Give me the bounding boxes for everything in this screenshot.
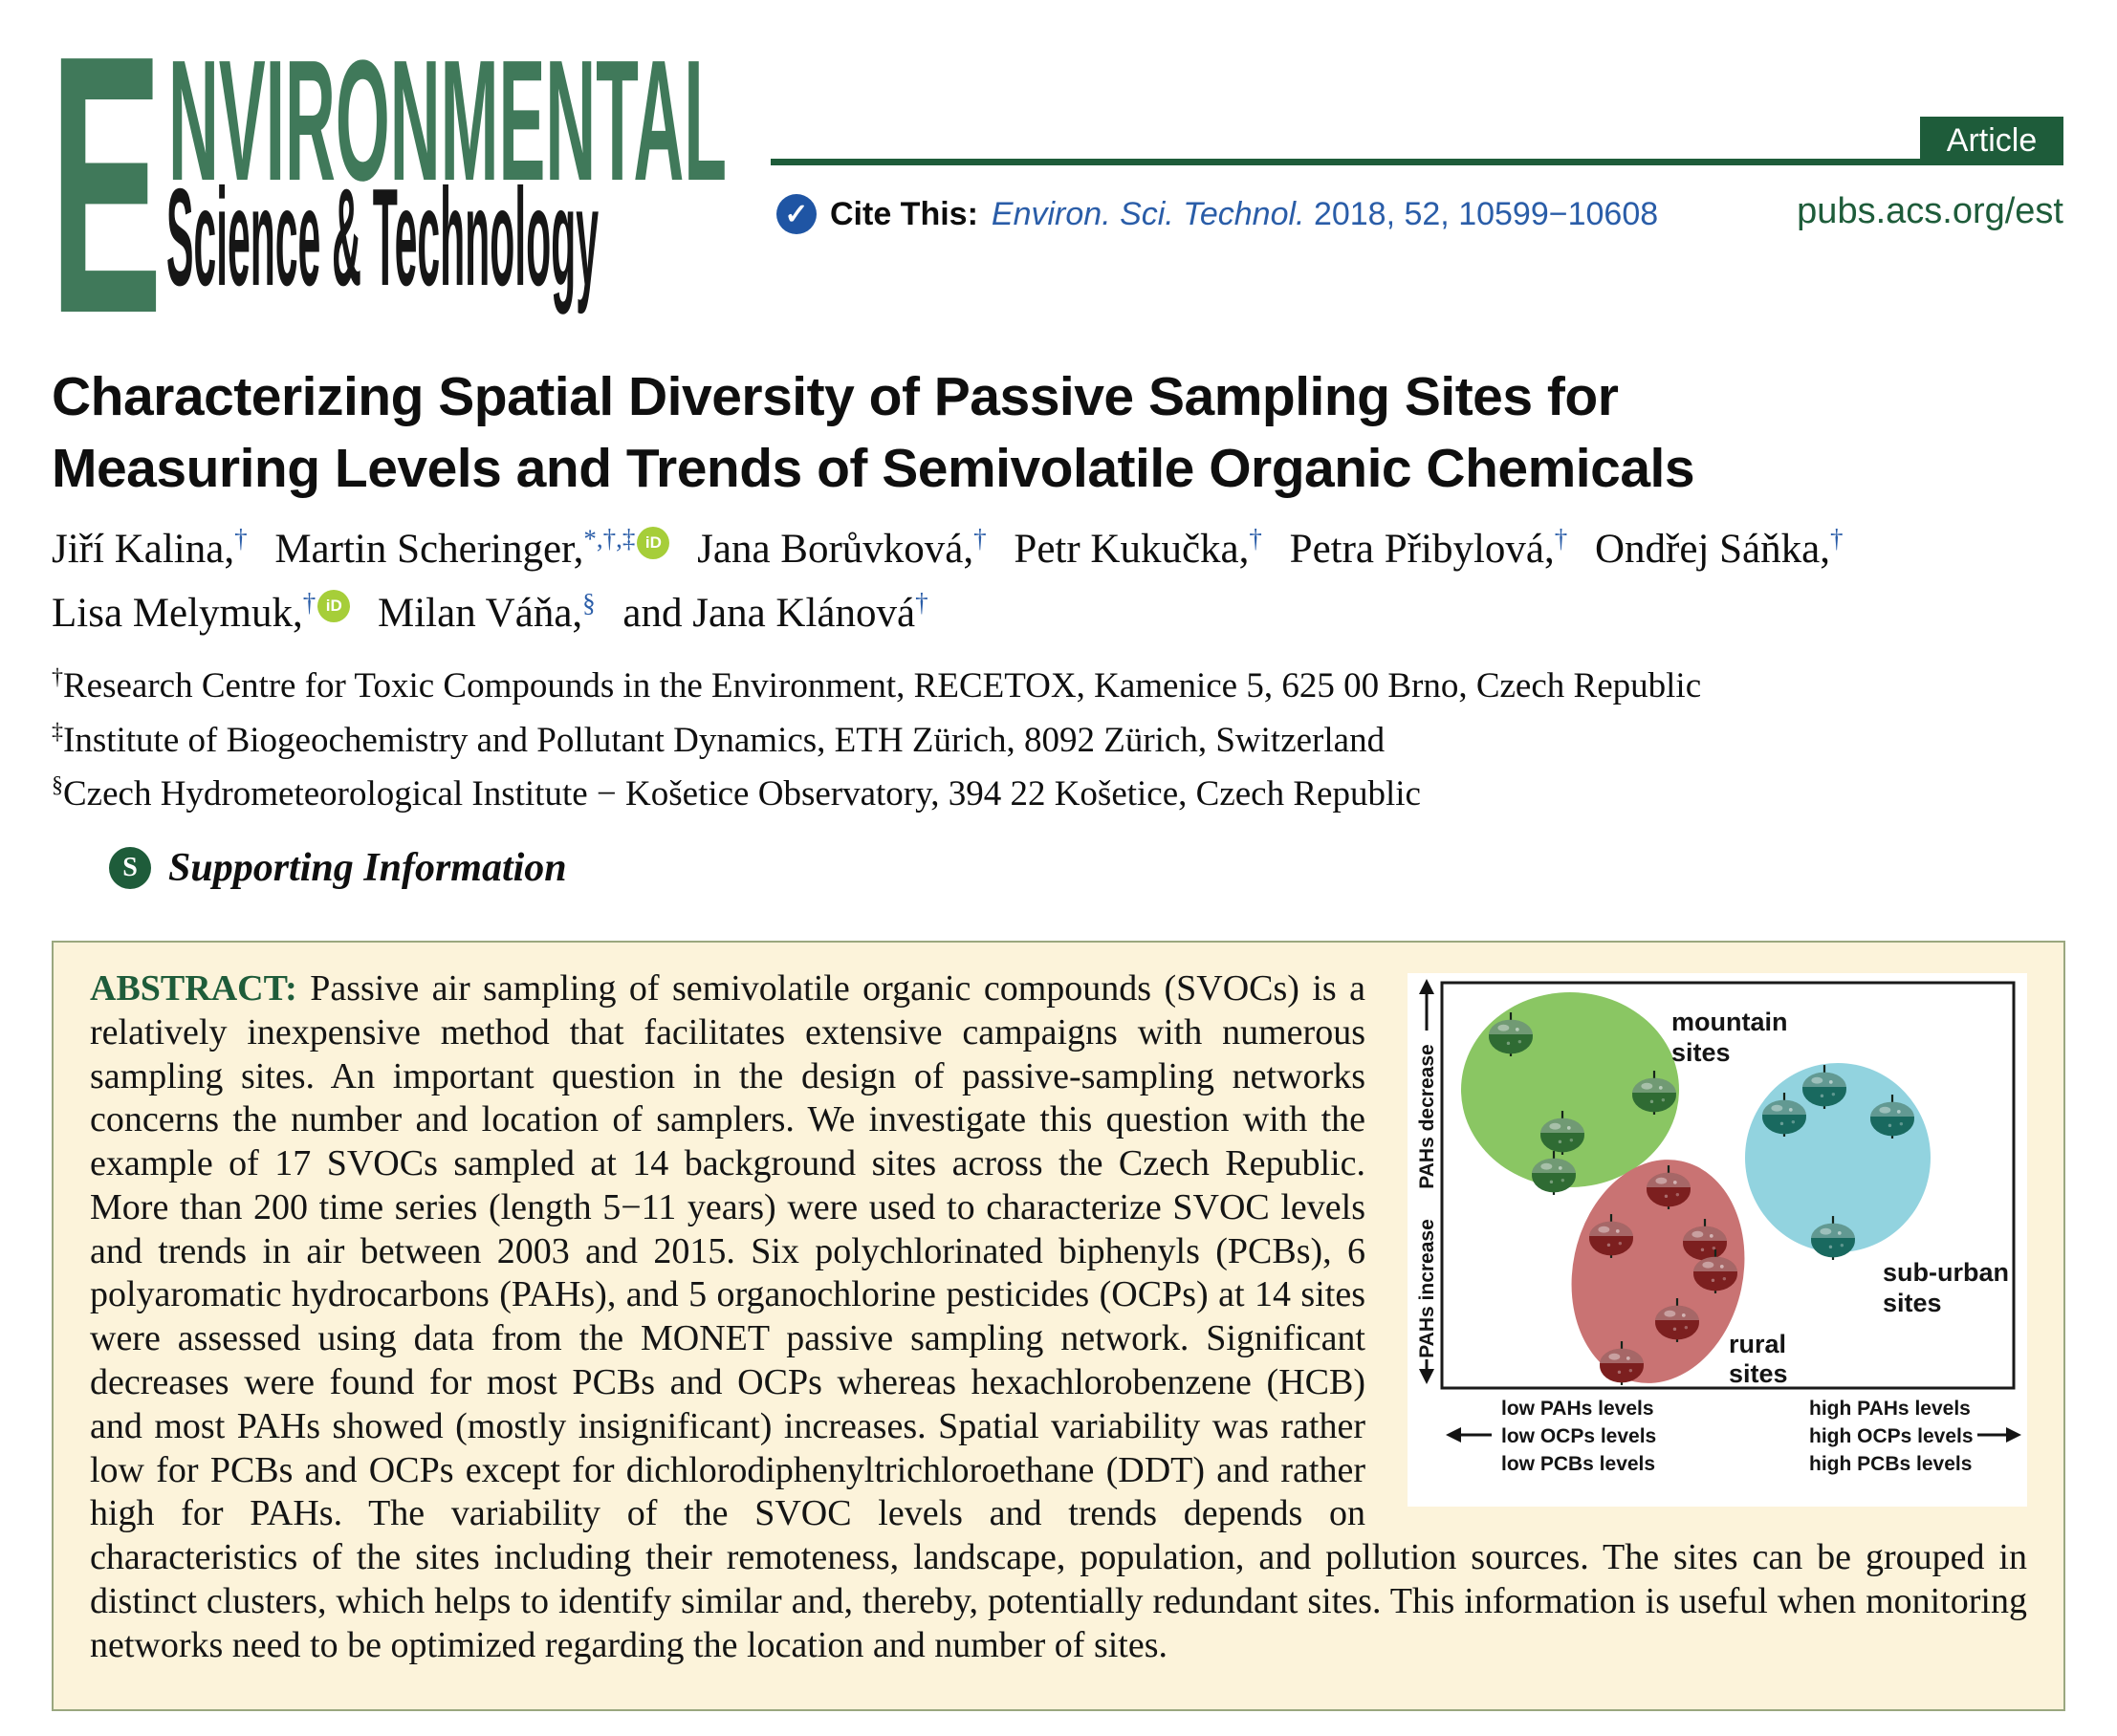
- arrow-right-icon: [2006, 1427, 2021, 1443]
- orcid-icon[interactable]: iD: [317, 590, 351, 623]
- legend-low-pahs: low PAHs levels: [1501, 1398, 1654, 1420]
- abstract-box: PAHs decrease PAHs increase: [52, 941, 2065, 1711]
- author: Petra Přibylová,†: [1289, 524, 1568, 572]
- affiliation-list: †Research Centre for Toxic Compounds in …: [52, 660, 2069, 822]
- legend-high-ocps: high OCPs levels: [1809, 1425, 1974, 1447]
- author: Petr Kukučka,†: [1014, 524, 1262, 572]
- logo-line1: NVIRONMENTAL: [168, 38, 727, 217]
- author: Jiří Kalina,†: [52, 524, 248, 572]
- y-axis-label-top: PAHs decrease: [1416, 1044, 1438, 1188]
- suburban-sites-label-1: sub-urban: [1883, 1258, 2009, 1287]
- orcid-icon[interactable]: iD: [637, 526, 670, 559]
- publisher-site-link[interactable]: pubs.acs.org/est: [1797, 191, 2063, 231]
- legend-low-ocps: low OCPs levels: [1501, 1425, 1656, 1447]
- masthead-rule: [771, 159, 2063, 165]
- title-line-2: Measuring Levels and Trends of Semivolat…: [52, 438, 1695, 500]
- graphical-abstract-figure: PAHs decrease PAHs increase: [1408, 973, 2027, 1507]
- logo-initial: E: [50, 38, 163, 319]
- journal-abbreviation: Environ. Sci. Technol.: [991, 195, 1305, 232]
- abstract-paragraph: ABSTRACT: Passive air sampling of semivo…: [90, 967, 2027, 1668]
- affiliation: †Research Centre for Toxic Compounds in …: [52, 664, 1702, 705]
- author: and Jana Klánová†: [622, 588, 928, 636]
- article-type-badge: Article: [1920, 117, 2063, 165]
- x-axis-legend: low PAHs levels low OCPs levels low PCBs…: [1446, 1398, 2021, 1475]
- supporting-information-link[interactable]: S Supporting Information: [109, 845, 567, 891]
- abstract-text: Passive air sampling of semivolatile org…: [90, 968, 2027, 1665]
- author: Milan Váňa,§: [378, 588, 596, 636]
- mountain-sites-label-1: mountain: [1671, 1008, 1788, 1036]
- suburban-sites-label-2: sites: [1883, 1289, 1942, 1317]
- page-title: Characterizing Spatial Diversity of Pass…: [52, 361, 2069, 505]
- rural-sites-label-1: rural: [1729, 1330, 1786, 1358]
- y-axis-label-bottom: PAHs increase: [1416, 1219, 1438, 1358]
- y-axis-annotation: PAHs decrease PAHs increase: [1416, 979, 1438, 1384]
- cluster-labels: mountain sites sub-urban sites rural sit…: [1671, 1008, 2009, 1388]
- rural-sites-label-2: sites: [1729, 1359, 1788, 1388]
- cite-this-row: ✓ Cite This: Environ. Sci. Technol. 2018…: [776, 194, 1658, 234]
- logo-line2: Science & Technology: [166, 160, 599, 315]
- est-journal-logo: E NVIRONMENTAL Science & Technology: [50, 38, 727, 319]
- supporting-info-icon: S: [109, 847, 151, 889]
- legend-high-pcbs: high PCBs levels: [1809, 1453, 1972, 1475]
- author: Ondřej Sáňka,†: [1594, 524, 1844, 572]
- citation-link[interactable]: Environ. Sci. Technol. 2018, 52, 10599−1…: [992, 196, 1658, 233]
- author: Jana Borůvková,†: [697, 524, 987, 572]
- arrow-left-icon: [1446, 1427, 1461, 1443]
- check-icon: ✓: [776, 194, 817, 234]
- author: Lisa Melymuk,† iD: [52, 588, 351, 636]
- affiliation: ‡Institute of Biogeochemistry and Pollut…: [52, 719, 1386, 760]
- arrow-down-icon: [1419, 1369, 1434, 1384]
- rural-cluster-ellipse: [1571, 1160, 1745, 1383]
- supporting-info-label: Supporting Information: [168, 846, 567, 890]
- legend-low-pcbs: low PCBs levels: [1501, 1453, 1655, 1475]
- cite-this-label: Cite This:: [830, 195, 978, 232]
- affiliation: §Czech Hydrometeorological Institute − K…: [52, 772, 1421, 814]
- citation-volume-pages: 2018, 52, 10599−10608: [1313, 195, 1659, 232]
- mountain-sites-label-2: sites: [1671, 1038, 1731, 1067]
- author: Martin Scheringer,*,†,‡ iD: [274, 525, 670, 572]
- title-line-1: Characterizing Spatial Diversity of Pass…: [52, 366, 1619, 427]
- author-list: Jiří Kalina,† Martin Scheringer,*,†,‡ iD …: [52, 518, 2069, 645]
- abstract-label: ABSTRACT:: [90, 968, 297, 1009]
- arrow-up-icon: [1419, 979, 1434, 994]
- legend-high-pahs: high PAHs levels: [1809, 1398, 1971, 1420]
